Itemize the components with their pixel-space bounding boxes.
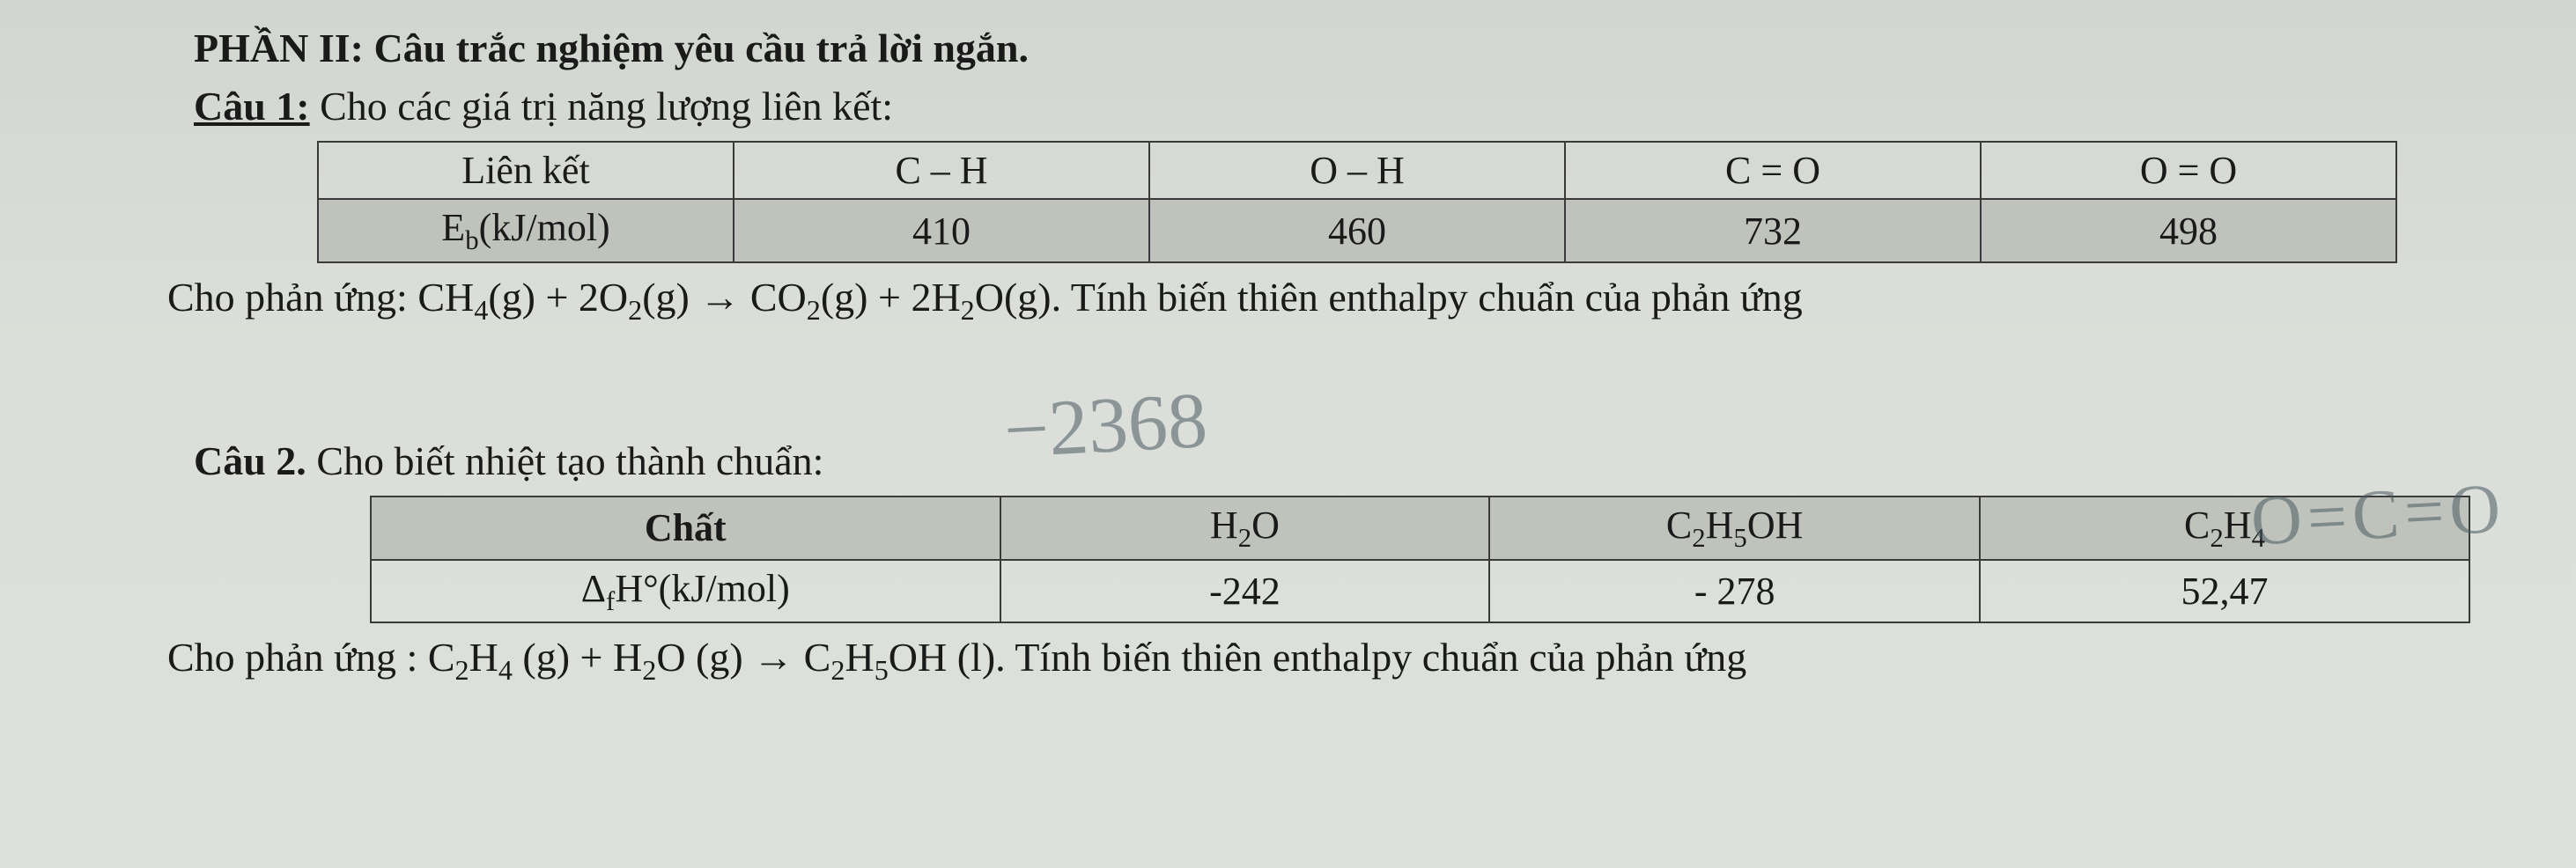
q1-table-header-cell: Liên kết: [318, 142, 734, 199]
q1-table-row-label: Eb(kJ/mol): [318, 199, 734, 262]
q2-table-value-cell: -242: [1000, 560, 1490, 623]
part-heading: PHẦN II: Câu trắc nghiệm yêu cầu trả lời…: [141, 21, 2470, 76]
q1-reaction-line: Cho phản ứng: CH4(g) + 2O2(g) → CO2(g) +…: [141, 270, 2470, 330]
q2-table-header-cell: C2H5OH: [1489, 497, 1980, 560]
q2-prefix: Câu 2.: [194, 438, 306, 483]
q1-reaction: CH4(g) + 2O2(g) → CO2(g) + 2H2O(g): [417, 275, 1051, 320]
q2-enthalpy-table: ChấtH2OC2H5OHC2H4 ΔfH°(kJ/mol)-242- 27852…: [370, 496, 2470, 624]
q1-table-value-cell: 410: [734, 199, 1149, 262]
q2-table-value-cell: 52,47: [1980, 560, 2469, 623]
worksheet-page: PHẦN II: Câu trắc nghiệm yêu cầu trả lời…: [0, 0, 2576, 868]
q2-table-row-label: ΔfH°(kJ/mol): [371, 560, 1000, 623]
q1-table-header-cell: O – H: [1149, 142, 1565, 199]
part-heading-text: PHẦN II: Câu trắc nghiệm yêu cầu trả lời…: [194, 26, 1029, 70]
q1-bond-energy-table: Liên kếtC – HO – HC = OO = O Eb(kJ/mol)41…: [317, 141, 2397, 263]
q1-table-header-cell: C – H: [734, 142, 1149, 199]
q1-prefix: Câu 1:: [194, 84, 310, 129]
q2-text: Cho biết nhiệt tạo thành chuẩn:: [306, 438, 824, 483]
q1-reaction-prefix: Cho phản ứng:: [167, 275, 417, 320]
q2-table-value-cell: - 278: [1489, 560, 1980, 623]
q1-table-value-cell: 460: [1149, 199, 1565, 262]
q2-prompt: Câu 2. Cho biết nhiệt tạo thành chuẩn:: [141, 434, 2470, 489]
q1-table-value-cell: 732: [1565, 199, 1981, 262]
q2-table-header-cell: Chất: [371, 497, 1000, 560]
q2-table-header-cell: H2O: [1000, 497, 1490, 560]
q2-reaction-prefix: Cho phản ứng :: [167, 635, 428, 680]
q1-reaction-suffix: . Tính biến thiên enthalpy chuẩn của phả…: [1052, 275, 1803, 320]
q2-reaction: C2H4 (g) + H2O (g) → C2H5OH (l): [428, 635, 995, 680]
q1-prompt: Câu 1: Cho các giá trị năng lượng liên k…: [141, 79, 2470, 134]
q1-table-header-cell: C = O: [1565, 142, 1981, 199]
q2-reaction-suffix: . Tính biến thiên enthalpy chuẩn của phả…: [995, 635, 1746, 680]
q2-reaction-line: Cho phản ứng : C2H4 (g) + H2O (g) → C2H5…: [141, 630, 2470, 690]
q1-table-value-cell: 498: [1981, 199, 2396, 262]
q1-table-header-cell: O = O: [1981, 142, 2396, 199]
q2-table-header-cell: C2H4: [1980, 497, 2469, 560]
q1-gap: [141, 334, 2470, 430]
q1-text: Cho các giá trị năng lượng liên kết:: [310, 84, 893, 129]
